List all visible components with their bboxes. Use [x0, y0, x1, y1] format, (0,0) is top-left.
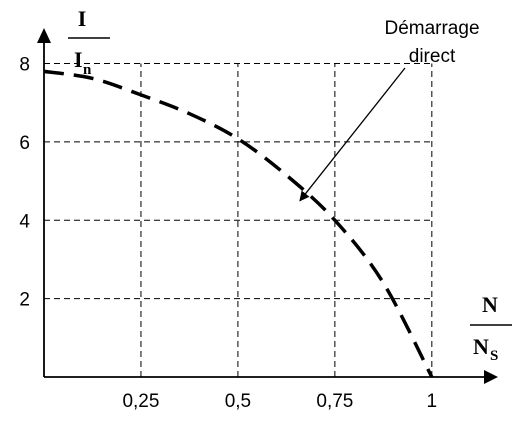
- x-label-denominator: N: [473, 334, 489, 359]
- y-label-subscript: n: [83, 62, 92, 78]
- y-tick-label: 8: [19, 55, 30, 76]
- y-label-numerator: I: [78, 6, 87, 31]
- x-axis-label: N N S: [470, 292, 512, 364]
- annotation-arrow: [299, 67, 406, 202]
- annotation-line-1: Démarrage: [384, 18, 479, 39]
- annotation-line-2: direct: [409, 46, 456, 67]
- grid-lines: [44, 63, 433, 377]
- x-tick-label: 0,5: [225, 391, 251, 412]
- y-label-denominator: I: [74, 47, 83, 72]
- y-axis-label: I I n: [68, 6, 110, 78]
- y-tick-label: 6: [19, 133, 30, 154]
- x-tick-label: 0,75: [316, 391, 353, 412]
- tick-labels: 0,25 0,5 0,75 1 2 4 6 8: [19, 55, 437, 412]
- y-axis-arrow-icon: [37, 28, 51, 43]
- y-tick-label: 4: [19, 211, 30, 232]
- series-line: [43, 69, 434, 378]
- y-tick-label: 2: [19, 290, 30, 311]
- x-label-numerator: N: [482, 292, 498, 317]
- x-tick-label: 0,25: [122, 391, 159, 412]
- x-axis-arrow-icon: [484, 370, 498, 384]
- annotation: Démarrage direct: [299, 18, 480, 202]
- series-group: [43, 69, 434, 378]
- x-tick-label: 1: [427, 391, 438, 412]
- x-label-subscript: S: [490, 348, 498, 364]
